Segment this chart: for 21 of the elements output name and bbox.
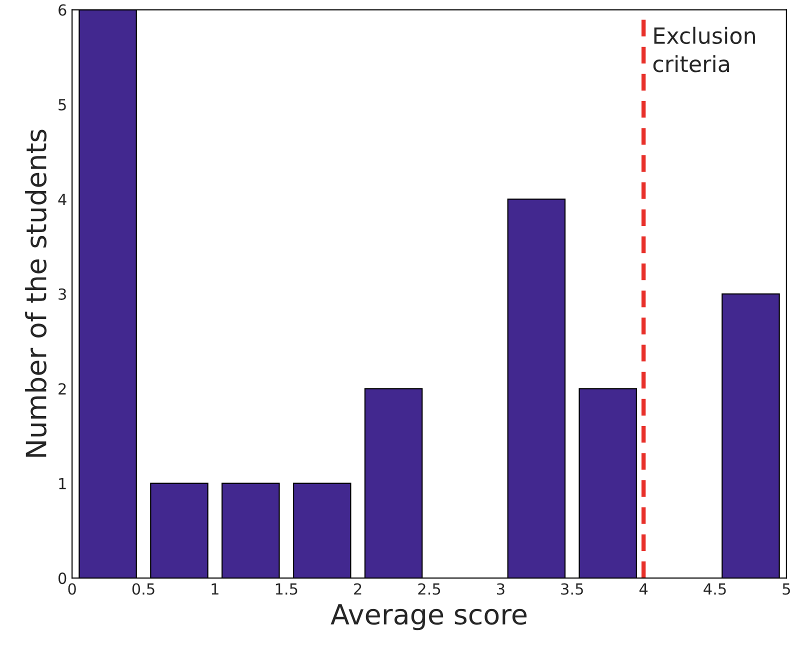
x-tick-label: 4 <box>639 583 648 595</box>
y-tick-label: 1 <box>59 478 66 490</box>
x-tick-label: 0.5 <box>132 583 154 595</box>
y-tick-label: 4 <box>58 194 66 206</box>
ref-line-label: Exclusion criteria <box>653 26 755 72</box>
x-tick-label: 5 <box>782 583 790 595</box>
x-tick-label: 0 <box>68 583 76 595</box>
x-tick-label: 2 <box>354 583 362 595</box>
y-axis-title: Number of the students <box>25 130 47 457</box>
x-tick-label: 2.5 <box>418 583 440 595</box>
x-tick-label: 3.5 <box>561 583 583 595</box>
x-axis-title: Average score <box>330 604 527 630</box>
y-tick-label: 6 <box>58 4 66 16</box>
x-tick-label: 1.5 <box>276 583 298 595</box>
x-tick-label: 4.5 <box>704 583 726 595</box>
x-tick-label: 1 <box>212 583 218 595</box>
y-tick-label: 0 <box>58 572 66 584</box>
y-tick-label: 2 <box>58 383 66 394</box>
y-tick-label: 3 <box>58 288 66 300</box>
x-tick-label: 3 <box>497 583 504 595</box>
y-tick-label: 5 <box>58 99 66 111</box>
